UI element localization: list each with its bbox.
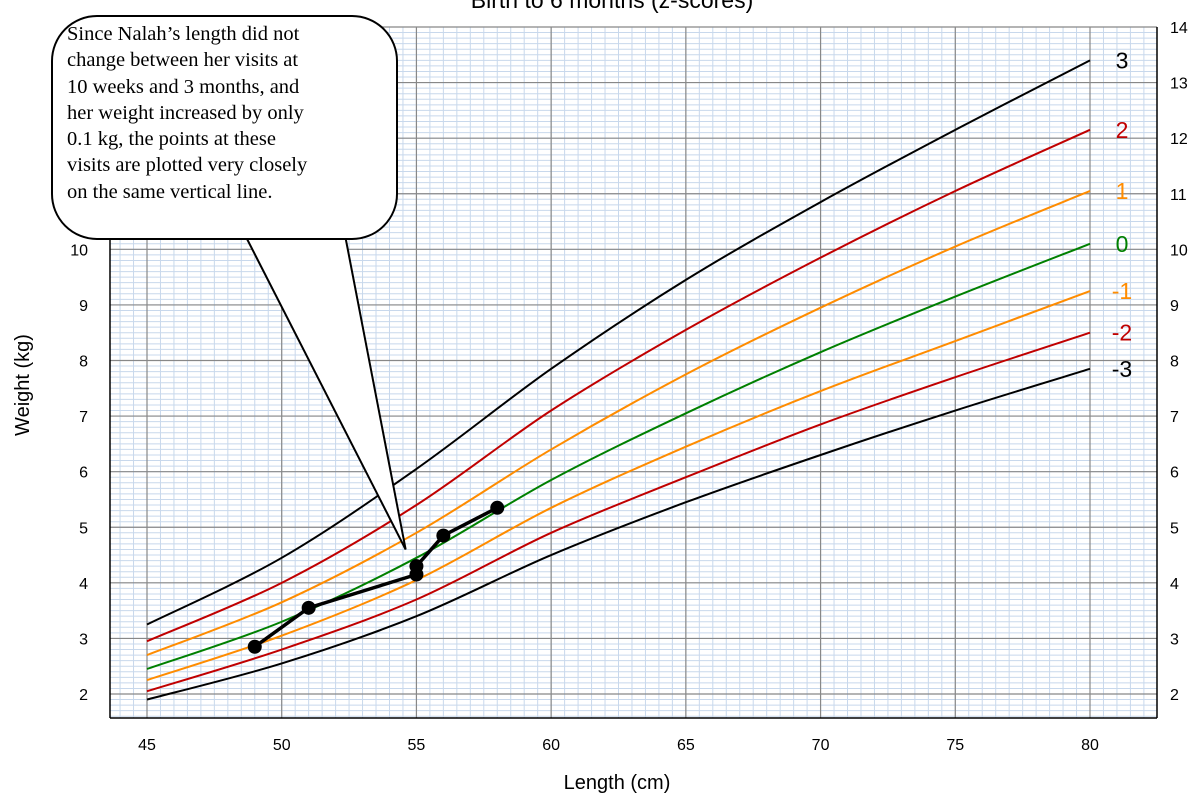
measurement-series: [247, 500, 505, 654]
y-tick-label-right: 4: [1170, 576, 1179, 593]
y-tick-label-left: 3: [79, 631, 88, 648]
x-tick-label: 45: [138, 737, 156, 754]
callout-line: her weight increased by only: [67, 101, 304, 124]
y-tick-label-left: 2: [79, 687, 88, 704]
y-tick-label-right: 11: [1170, 187, 1187, 204]
y-tick-label-right: 9: [1170, 298, 1179, 315]
y-tick-label-left: 10: [70, 242, 88, 259]
y-tick-label-right: 12: [1170, 131, 1188, 148]
y-tick-label-right: 8: [1170, 354, 1179, 371]
y-tick-label-left: 4: [79, 576, 88, 593]
callout-line: visits are plotted very closely: [67, 154, 308, 177]
z-score-label: 2: [1116, 117, 1129, 143]
chart-title: Birth to 6 months (z-scores): [471, 0, 753, 13]
z-score-label: 1: [1116, 178, 1129, 204]
y-tick-label-right: 5: [1170, 520, 1179, 537]
z-score-curve: [146, 290, 1091, 682]
measurement-point: [301, 600, 316, 615]
measurement-point: [490, 500, 505, 515]
y-tick-label-left: 9: [79, 298, 88, 315]
z-score-label: -2: [1112, 320, 1132, 346]
x-tick-label: 75: [946, 737, 964, 754]
y-tick-label-right: 6: [1170, 465, 1179, 482]
major-gridlines: [110, 26, 1157, 718]
z-score-label: 0: [1116, 231, 1129, 257]
z-score-label: 3: [1116, 47, 1129, 73]
callout-line: Since Nalah’s length did not: [67, 23, 300, 45]
y-tick-label-left: 7: [79, 409, 88, 426]
z-score-label: -3: [1112, 356, 1132, 382]
measurement-point: [409, 559, 424, 574]
y-tick-label-right: 13: [1170, 76, 1188, 93]
y-tick-label-left: 6: [79, 465, 88, 482]
z-score-curves: [146, 59, 1091, 701]
callout-pointer: [243, 234, 407, 550]
z-score-curve: [146, 367, 1091, 701]
x-tick-label: 80: [1081, 737, 1099, 754]
callout-line: 0.1 kg, the points at these: [67, 128, 276, 151]
x-tick-label: 70: [812, 737, 830, 754]
y-tick-label-right: 14: [1170, 20, 1188, 37]
measurement-point: [436, 528, 451, 543]
y-axis-label: Weight (kg): [12, 334, 34, 436]
x-tick-label: 50: [273, 737, 291, 754]
y-tick-label-right: 7: [1170, 409, 1179, 426]
y-tick-label-left: 8: [79, 354, 88, 371]
callout-line: 10 weeks and 3 months, and: [67, 75, 300, 98]
callout-text: Since Nalah’s length did not change betw…: [67, 21, 397, 205]
callout-line: change between her visits at: [67, 49, 299, 72]
y-tick-label-right: 2: [1170, 687, 1179, 704]
z-score-curve: [146, 331, 1091, 693]
z-score-curve: [146, 190, 1091, 657]
z-score-curve: [146, 128, 1091, 643]
measurement-point: [247, 639, 262, 654]
z-score-curve: [146, 59, 1091, 626]
x-tick-label: 65: [677, 737, 695, 754]
z-score-labels: 3 2 1 0 -1 -2 -3: [1112, 47, 1132, 381]
y-tick-label-right: 3: [1170, 631, 1179, 648]
y-tick-label-left: 5: [79, 520, 88, 537]
callout-line: on the same vertical line.: [67, 180, 273, 203]
x-tick-label: 60: [542, 737, 560, 754]
callout-bubble: [51, 15, 398, 240]
x-axis-label: Length (cm): [564, 772, 671, 794]
y-tick-label-right: 10: [1170, 242, 1188, 259]
x-tick-label: 55: [408, 737, 426, 754]
z-score-label: -1: [1112, 278, 1132, 304]
axes: 45 50 55 60 65 70 75 80234567891023456789101112…: [70, 20, 1188, 754]
